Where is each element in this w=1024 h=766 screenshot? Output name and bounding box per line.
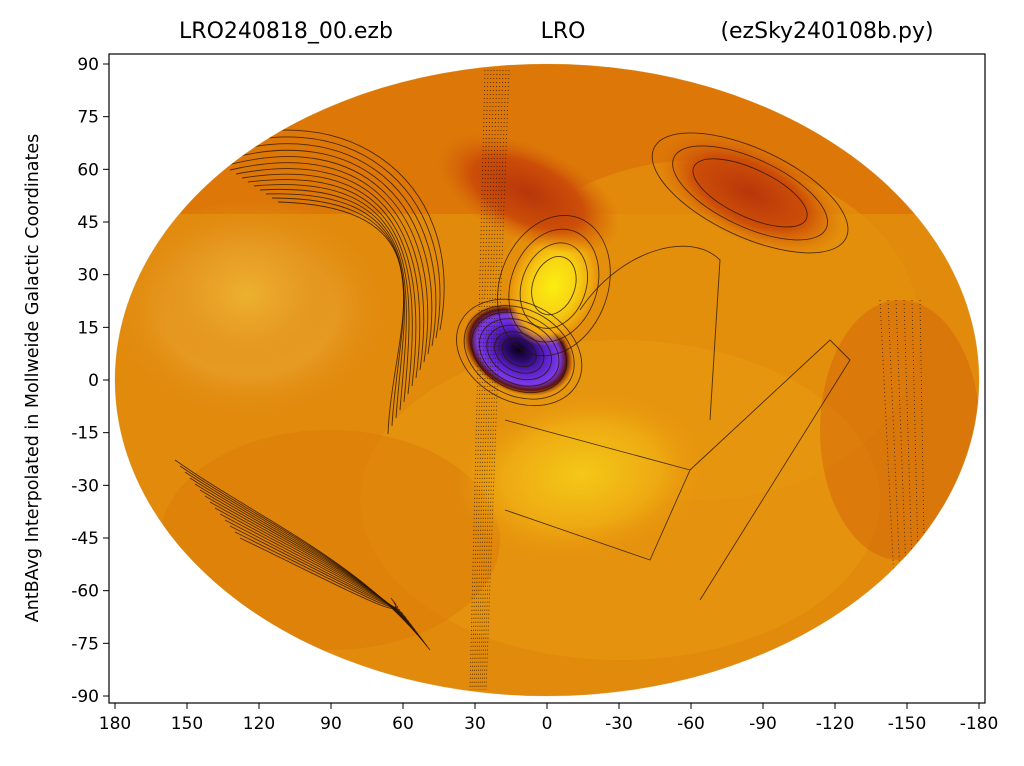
map-feature-warm-region [151, 214, 342, 375]
map-feature-dark-region [657, 132, 843, 254]
contour-ring [486, 324, 552, 381]
contour-ring [692, 158, 808, 228]
x-tick-label: 180 [99, 714, 131, 734]
contour-line [479, 69, 501, 691]
contour-line [247, 179, 413, 395]
x-tick-label: -90 [749, 714, 777, 734]
x-axis: 180 150 120 90 60 30 0 -30 -60 -90 -120 -150 -180 [99, 703, 999, 734]
contour-ring [672, 145, 829, 241]
contour-ring [531, 256, 577, 316]
contour-ring [501, 337, 537, 368]
contour-line [477, 69, 498, 691]
contour-line [229, 162, 425, 371]
x-tick-label: -30 [605, 714, 633, 734]
contour-line [504, 419, 691, 561]
contour-line [471, 69, 489, 691]
x-tick-label: 120 [243, 714, 275, 734]
contour-line [481, 69, 504, 691]
y-tick-label: -90 [71, 687, 99, 707]
contour-ring [471, 311, 568, 394]
contour-line [223, 156, 429, 363]
y-tick-label: 0 [88, 371, 99, 391]
contour-line [259, 188, 407, 411]
map-surface [115, 64, 979, 696]
contour-line [217, 149, 433, 355]
contour-line [211, 143, 437, 347]
y-tick-label: 75 [77, 108, 99, 128]
contour-ring [463, 305, 575, 400]
contour-line [235, 168, 421, 379]
map-feature-bright-region [452, 388, 711, 561]
contour-line [224, 519, 401, 611]
x-tick-label: 60 [392, 714, 414, 734]
contour-line [689, 339, 851, 601]
title-right: (ezSky240108b.py) [720, 19, 933, 44]
y-tick-label: 90 [77, 55, 99, 75]
title-left: LRO240818_00.ezb [179, 19, 393, 44]
y-axis-label: AntBAvg Interpolated in Mollweide Galact… [23, 134, 43, 623]
x-tick-label: 0 [542, 714, 553, 734]
contour-ring [519, 242, 588, 329]
x-tick-label: -120 [816, 714, 855, 734]
y-tick-label: -75 [71, 634, 99, 654]
y-tick-label: -15 [71, 424, 99, 444]
y-tick-label: -60 [71, 582, 99, 602]
y-tick-label: 45 [77, 213, 99, 233]
y-axis: 90 75 60 45 30 15 0 -15 -30 -45 -60 -75 -90 [71, 55, 109, 707]
y-tick-label: -30 [71, 476, 99, 496]
x-tick-label: -60 [677, 714, 705, 734]
contour-line [214, 507, 407, 619]
contour-line [253, 184, 410, 403]
x-tick-label: -150 [888, 714, 927, 734]
contour-line [229, 525, 399, 609]
y-tick-label: -45 [71, 529, 99, 549]
y-tick-label: 60 [77, 160, 99, 180]
contour-line [469, 69, 486, 691]
contour-line [473, 69, 492, 691]
map-feature-maximum [505, 225, 603, 346]
x-tick-label: -180 [960, 714, 999, 734]
y-tick-label: 30 [77, 266, 99, 286]
map-outline [114, 63, 980, 697]
contour-line [239, 537, 397, 609]
contour-ring [456, 298, 583, 407]
title-center: LRO [541, 19, 586, 44]
x-tick-label: 90 [320, 714, 342, 734]
contour-line [483, 69, 507, 691]
contour-ring [508, 228, 600, 343]
contour-line [277, 201, 405, 435]
contour-line [219, 513, 404, 615]
contour-ring [494, 331, 545, 374]
map-feature-dark-region [434, 132, 621, 254]
contour-ring [478, 318, 560, 387]
contour-ring [651, 132, 849, 254]
y-tick-label: 15 [77, 318, 99, 338]
contour-ring [497, 215, 611, 357]
x-tick-label: 150 [171, 714, 203, 734]
contour-line [579, 245, 721, 421]
contour-line [475, 69, 495, 691]
x-tick-label: 30 [464, 714, 486, 734]
contour-line [241, 173, 417, 387]
